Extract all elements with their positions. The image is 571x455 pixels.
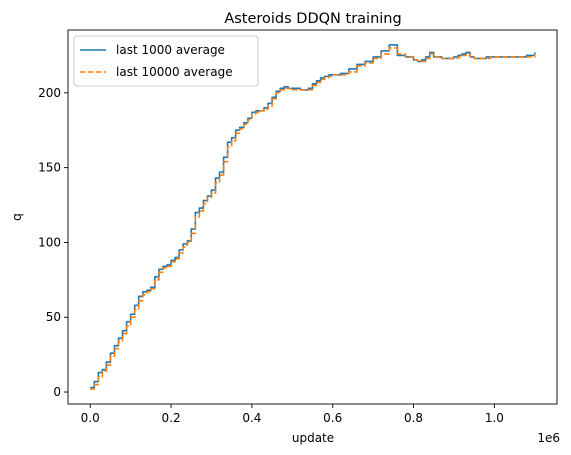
legend-box (73, 35, 259, 87)
x-tick-label: 1.0 (485, 411, 504, 425)
series-line-1 (90, 47, 536, 390)
x-tick-label: 0.2 (162, 411, 181, 425)
x-tick-label: 0.0 (81, 411, 100, 425)
y-tick-label: 100 (38, 235, 61, 249)
x-axis-label: update (292, 431, 334, 445)
y-tick-label: 200 (38, 86, 61, 100)
legend-label-0: last 1000 average (116, 43, 225, 57)
series-layer (90, 44, 536, 390)
x-tick-label: 0.6 (323, 411, 342, 425)
y-tick-label: 150 (38, 161, 61, 175)
y-tick-label: 0 (53, 385, 61, 399)
legend: last 1000 average last 10000 average (73, 35, 259, 87)
y-tick-label: 50 (46, 310, 61, 324)
y-axis-label: q (10, 213, 24, 221)
legend-label-1: last 10000 average (116, 65, 233, 79)
y-axis: 0 50 100 150 200 (38, 86, 68, 399)
x-tick-label: 0.8 (404, 411, 423, 425)
x-tick-label: 0.4 (242, 411, 261, 425)
chart-title: Asteroids DDQN training (224, 11, 401, 27)
x-axis: 0.0 0.2 0.4 0.6 0.8 1.0 (81, 404, 504, 425)
plot-frame (67, 29, 558, 405)
x-offset-label: 1e6 (537, 431, 560, 445)
